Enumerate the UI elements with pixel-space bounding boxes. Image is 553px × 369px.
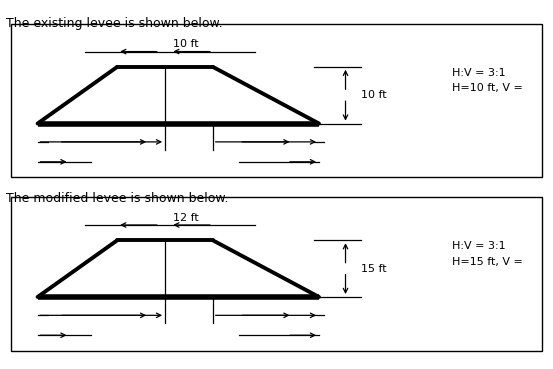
- Text: 12 ft: 12 ft: [173, 213, 199, 223]
- Text: H=10 ft, V =: H=10 ft, V =: [452, 83, 523, 93]
- Text: H=15 ft, V =: H=15 ft, V =: [452, 257, 523, 267]
- Text: H:V = 3:1: H:V = 3:1: [452, 68, 505, 78]
- Text: 10 ft: 10 ft: [173, 39, 199, 49]
- Text: H:V = 3:1: H:V = 3:1: [452, 241, 505, 251]
- Text: The existing levee is shown below.: The existing levee is shown below.: [6, 17, 222, 30]
- Text: 15 ft: 15 ft: [362, 263, 387, 274]
- Text: The modified levee is shown below.: The modified levee is shown below.: [6, 192, 228, 205]
- Text: 10 ft: 10 ft: [362, 90, 387, 100]
